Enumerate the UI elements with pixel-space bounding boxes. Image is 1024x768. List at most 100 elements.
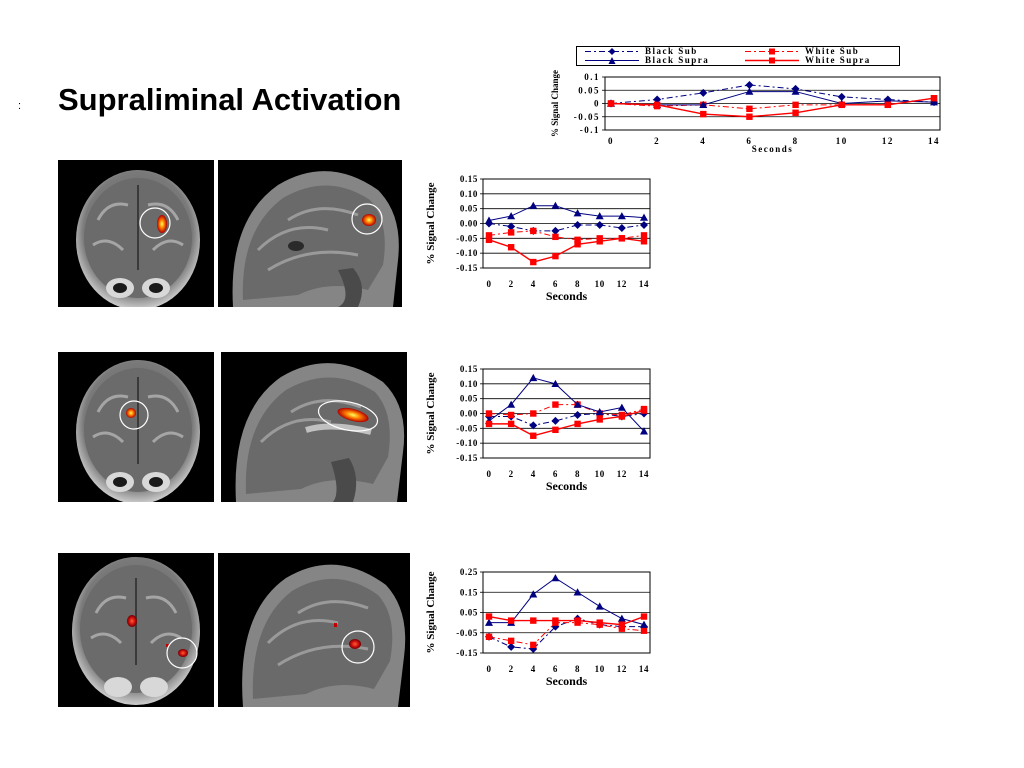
- series-white-supra: [607, 95, 938, 120]
- legend-swatch-black-sub: [585, 48, 639, 55]
- legend-swatch-white-supra: [745, 57, 799, 64]
- sagittal-brain-scan-2: [221, 352, 407, 502]
- series-line-white-sub: [488, 404, 645, 416]
- x-tick-label: 2: [509, 469, 514, 479]
- data-point-white-supra: [640, 238, 648, 245]
- data-point-black-sub: [617, 223, 626, 232]
- data-point-black-sub: [837, 92, 846, 101]
- series-line-black-sub: [488, 223, 645, 232]
- data-point-black-supra: [573, 588, 582, 596]
- data-point-black-sub: [573, 410, 582, 419]
- data-point-black-supra: [640, 213, 648, 221]
- x-tick-label: 12: [617, 469, 627, 479]
- y-tick-label: -0.10: [456, 438, 478, 448]
- chart-row-3: 0.25 0.15 0.05 -0.05 -0.15 0 2 4 6 8 10 12 14 Seconds…: [420, 555, 660, 705]
- data-point-white-sub: [507, 229, 515, 236]
- y-tick-label: -0.10: [456, 248, 478, 258]
- data-point-white-sub: [552, 401, 559, 408]
- x-tick-label: 0: [486, 469, 491, 479]
- data-point-black-sub: [551, 226, 560, 235]
- series-line-black-supra: [489, 577, 645, 626]
- x-tick-label: 4: [700, 136, 706, 146]
- data-point-white-supra: [552, 426, 559, 434]
- data-point-white-sub: [507, 411, 515, 419]
- y-tick-label: -0.05: [456, 233, 478, 243]
- data-point-black-sub: [745, 80, 754, 89]
- chart-svg: 0.1 0.05 0 -0.05 -0.1 0 2 4 6 8 10 12 14 Seconds % Sig…: [550, 70, 941, 154]
- y-tick-label: -0.05: [456, 423, 478, 433]
- x-tick-label: 10: [595, 469, 605, 479]
- data-point-white-supra: [884, 101, 892, 109]
- x-tick-label: 6: [553, 279, 558, 289]
- y-tick-label: 0.10: [460, 379, 478, 389]
- coronal-brain-scan-3: [58, 553, 214, 707]
- y-tick-label: -0.15: [456, 648, 478, 658]
- y-tick-label: 0.10: [460, 189, 478, 199]
- data-point-white-supra: [640, 407, 648, 414]
- series-line-black-supra: [488, 377, 645, 432]
- data-point-white-supra: [574, 617, 581, 624]
- data-point-black-sub: [573, 220, 582, 229]
- x-tick-label: 0: [486, 664, 491, 674]
- data-point-white-supra: [596, 238, 603, 245]
- data-point-white-supra: [574, 420, 581, 428]
- x-axis-label: Seconds: [546, 479, 588, 493]
- data-point-white-supra: [618, 621, 626, 628]
- data-point-black-supra: [551, 379, 560, 388]
- y-tick-label: 0.15: [460, 174, 478, 184]
- data-point-white-sub: [552, 233, 559, 241]
- x-tick-label: 14: [639, 664, 649, 674]
- data-point-white-sub: [640, 232, 648, 239]
- series-line-white-sub: [488, 622, 645, 646]
- series-white-supra: [485, 235, 648, 266]
- x-axis-label: Seconds: [546, 289, 588, 303]
- chart-row-2: 0.15 0.10 0.05 0.00 -0.05 -0.10 -0.15 0 2 4 6 8 10 12…: [420, 358, 660, 508]
- data-point-white-sub: [640, 627, 648, 634]
- data-point-black-sub: [653, 95, 662, 104]
- data-point-white-supra: [552, 617, 559, 624]
- y-tick-label: 0.05: [460, 608, 478, 618]
- data-point-black-supra: [617, 614, 626, 622]
- chart-summary: 0.1 0.05 0 -0.05 -0.1 0 2 4 6 8 10 12 14 Seconds % Sig…: [540, 70, 941, 165]
- x-tick-label: 14: [928, 136, 940, 146]
- series-line-white-supra: [488, 615, 645, 626]
- data-point-white-sub: [485, 410, 493, 417]
- data-point-black-supra: [745, 87, 754, 95]
- y-tick-label: 0.1: [584, 72, 600, 82]
- data-point-white-sub: [485, 633, 493, 640]
- data-point-black-supra: [640, 620, 648, 628]
- chart-svg: 0.15 0.10 0.05 0.00 -0.05 -0.10 -0.15 0 2 4 6 8 10 12…: [425, 364, 651, 493]
- y-tick-label: -0.1: [580, 125, 600, 135]
- x-tick-label: 6: [746, 136, 752, 146]
- legend-label-black-sub: Black Sub: [645, 46, 698, 56]
- y-tick-label: -0.15: [456, 453, 478, 463]
- data-point-white-supra: [700, 110, 707, 118]
- series-white-supra: [485, 613, 648, 628]
- y-tick-label: -0.05: [574, 112, 600, 122]
- data-point-white-supra: [530, 258, 537, 266]
- data-point-black-supra: [617, 212, 626, 220]
- y-axis-label: % Signal Change: [550, 70, 560, 137]
- y-tick-label: -0.05: [456, 628, 478, 638]
- y-tick-label: -0.15: [456, 263, 478, 273]
- data-point-white-sub: [574, 236, 581, 244]
- slide-title: Supraliminal Activation: [58, 82, 402, 117]
- x-tick-label: 10: [595, 664, 605, 674]
- sagittal-brain-image-2: [221, 352, 407, 502]
- series-line-black-sub: [489, 412, 645, 426]
- series-white-supra: [485, 407, 648, 439]
- coronal-brain-scan-2: [58, 352, 214, 502]
- data-point-black-supra: [791, 87, 800, 95]
- data-point-white-sub: [530, 641, 537, 649]
- data-point-black-supra: [529, 373, 538, 382]
- x-tick-label: 6: [553, 469, 558, 479]
- series-black-supra: [485, 201, 648, 224]
- y-tick-label: 0.05: [460, 204, 478, 214]
- data-point-black-supra: [485, 216, 493, 224]
- chart-svg: 0.25 0.15 0.05 -0.05 -0.15 0 2 4 6 8 10 12 14 Seconds…: [425, 567, 651, 688]
- coronal-brain-image-1: [76, 170, 200, 307]
- data-point-black-sub: [551, 416, 560, 425]
- x-tick-label: 12: [617, 664, 627, 674]
- data-point-black-supra: [551, 201, 560, 209]
- coronal-brain-scan-1: [58, 160, 214, 307]
